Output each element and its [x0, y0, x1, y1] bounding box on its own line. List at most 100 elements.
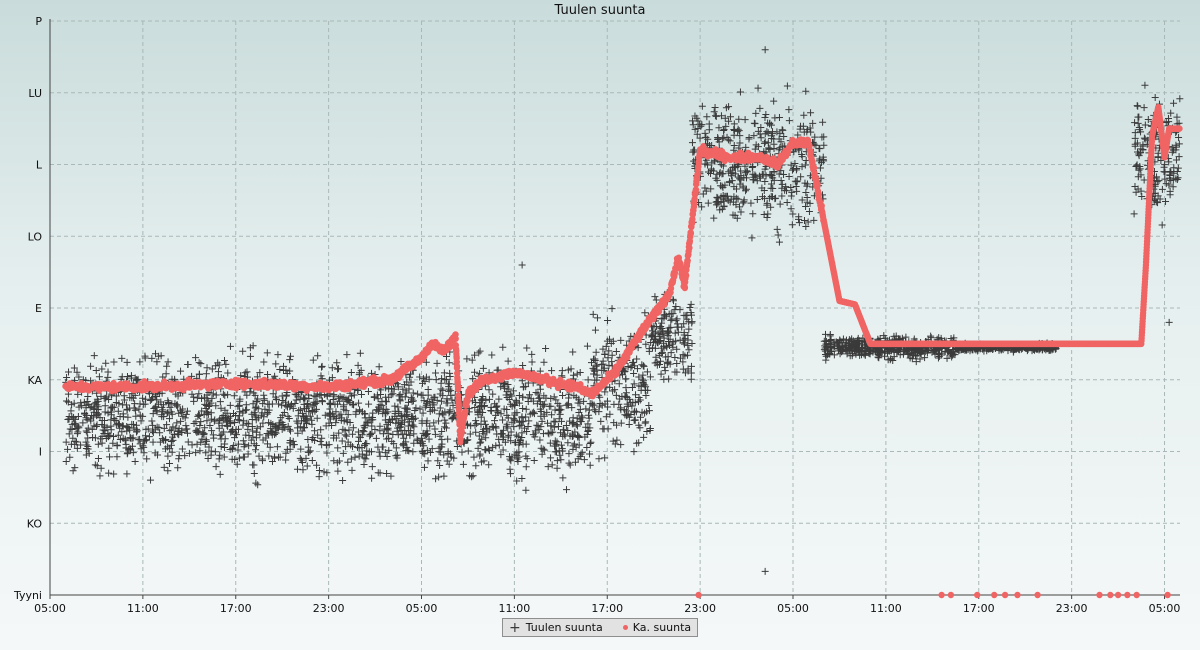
data-point-cross [412, 404, 420, 412]
data-point-cross [349, 443, 357, 451]
data-point-cross [622, 389, 630, 397]
data-point-cross [448, 396, 456, 404]
data-point-cross [253, 424, 261, 432]
data-point-cross [92, 366, 100, 374]
data-point-cross [444, 380, 452, 388]
data-point-cross [524, 394, 532, 402]
data-point-cross [472, 428, 480, 436]
data-point-cross [433, 359, 441, 367]
y-tick-label: L [36, 159, 43, 172]
data-point-cross [106, 453, 114, 461]
data-point-cross [376, 452, 384, 460]
data-point-cross [394, 431, 402, 439]
data-point-cross [1135, 152, 1143, 160]
data-point-cross [705, 120, 713, 128]
data-point-cross [685, 346, 693, 354]
data-point-cross [244, 450, 252, 458]
data-point-cross [385, 434, 393, 442]
data-point-cross [294, 429, 302, 437]
data-point-cross [756, 104, 764, 112]
data-point-cross [368, 429, 376, 437]
data-point-cross [442, 419, 450, 427]
data-point-cross [263, 410, 271, 418]
data-point-cross [67, 407, 75, 415]
data-point-cross [216, 470, 224, 478]
data-point-cross [584, 376, 592, 384]
data-point-cross [195, 390, 203, 398]
y-tick-label: LU [28, 87, 42, 100]
data-point-cross [124, 413, 132, 421]
data-point-cross [223, 421, 231, 429]
data-point-cross [418, 379, 426, 387]
data-point-cross [174, 464, 182, 472]
data-point-cross [112, 392, 120, 400]
data-point-cross [77, 441, 85, 449]
data-point-cross [764, 139, 772, 147]
data-point-cross [422, 430, 430, 438]
data-point-cross [212, 391, 220, 399]
data-point-cross [548, 411, 556, 419]
data-point-cross [249, 433, 257, 441]
data-point-cross [143, 455, 151, 463]
data-point-cross [169, 436, 177, 444]
data-point-cross [1166, 187, 1174, 195]
data-point-cross [361, 421, 369, 429]
data-point-cross [303, 419, 311, 427]
data-point-cross [110, 470, 118, 478]
data-point-cross [586, 439, 594, 447]
data-point-cross [282, 449, 290, 457]
data-point-cross [192, 427, 200, 435]
data-point-cross [74, 412, 82, 420]
data-point-cross [116, 435, 124, 443]
data-point-cross [235, 401, 243, 409]
data-point-cross [174, 403, 182, 411]
data-point-cross [104, 431, 112, 439]
data-point-cross [523, 344, 531, 352]
data-point-cross [219, 390, 227, 398]
data-point-cross [183, 425, 191, 433]
data-point-cross [205, 443, 213, 451]
data-point-cross [1165, 318, 1173, 326]
data-point-cross [332, 408, 340, 416]
data-point-cross [519, 393, 527, 401]
data-point-cross [394, 403, 402, 411]
data-point-cross [419, 409, 427, 417]
data-point-cross [400, 418, 408, 426]
data-point-cross [390, 385, 398, 393]
data-point-cross [254, 405, 262, 413]
data-point-cross [368, 414, 376, 422]
data-point-cross [63, 397, 71, 405]
data-point-cross [720, 126, 728, 134]
data-point-cross [168, 410, 176, 418]
data-point-cross [97, 392, 105, 400]
data-point-cross [355, 444, 363, 452]
data-point-cross [1173, 176, 1181, 184]
data-point-cross [531, 433, 539, 441]
data-point-cross [773, 225, 781, 233]
data-point-cross [589, 310, 597, 318]
data-point-cross [110, 416, 118, 424]
data-point-cross [442, 424, 450, 432]
data-point-cross [333, 359, 341, 367]
data-point-cross [115, 421, 123, 429]
data-point-cross [355, 399, 363, 407]
data-point-cross [354, 361, 362, 369]
data-point-cross [123, 423, 131, 431]
data-point-cross [826, 332, 834, 340]
data-point-cross [203, 437, 211, 445]
data-point-cross [810, 216, 818, 224]
data-point-cross [445, 409, 453, 417]
data-point-cross [107, 426, 115, 434]
data-point-cross [355, 452, 363, 460]
data-point-cross [208, 365, 216, 373]
data-point-cross [132, 412, 140, 420]
data-point-cross [196, 447, 204, 455]
data-point-cross [548, 461, 556, 469]
data-point-cross [166, 427, 174, 435]
data-point-cross [742, 185, 750, 193]
data-point-cross [136, 358, 144, 366]
data-point-cross [303, 400, 311, 408]
data-point-cross [375, 448, 383, 456]
data-point-cross [752, 109, 760, 117]
data-point-cross [318, 362, 326, 370]
